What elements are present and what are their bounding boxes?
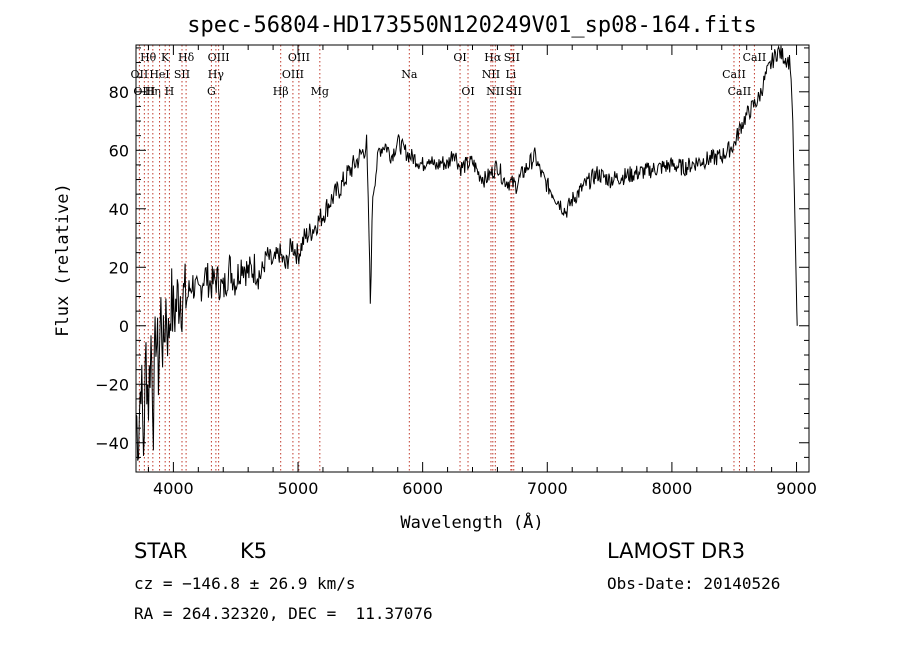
x-axis-ticks: 4000 5000 6000 7000 8000 9000 <box>147 45 817 498</box>
x-tick-label: 7000 <box>527 479 568 498</box>
spectral-line-label: Mg <box>311 85 329 98</box>
spectral-line-label: NII <box>482 68 500 81</box>
y-tick-label: −40 <box>95 434 129 453</box>
spectral-line-label: Hδ <box>178 51 195 64</box>
redshift-cz: cz = −146.8 ± 26.9 km/s <box>134 574 356 593</box>
spectral-line-label: Na <box>401 68 418 81</box>
spectral-line-label: Hγ <box>208 68 225 81</box>
survey-name: LAMOST DR3 <box>607 539 746 563</box>
spectral-line-label: OIII <box>282 68 304 81</box>
x-tick-label: 6000 <box>402 479 443 498</box>
y-tick-label: −20 <box>95 375 129 394</box>
x-tick-label: 8000 <box>652 479 693 498</box>
spectral-line-label: SII <box>506 85 522 98</box>
plot-frame <box>135 44 810 473</box>
x-axis-label: Wavelength (Å) <box>400 511 543 533</box>
y-tick-label: 40 <box>109 200 129 219</box>
y-axis-label: Flux (relative) <box>53 183 73 337</box>
spectral-line-label: OII <box>131 68 149 81</box>
spectral-line-label: K <box>161 51 170 64</box>
x-tick-label: 9000 <box>776 479 817 498</box>
object-subclass: K5 <box>240 539 268 563</box>
y-axis-ticks: −40 −20 0 20 40 60 80 <box>95 47 809 458</box>
spectral-line-label: G <box>207 85 216 98</box>
spectral-line-label: Hα <box>484 51 502 64</box>
spectral-line-label: SII <box>504 51 520 64</box>
spectral-line-label: OIII <box>288 51 310 64</box>
spectral-line-label: OI <box>461 85 474 98</box>
spectral-line-label: SII <box>174 68 190 81</box>
spectral-line-label: CaII <box>728 85 752 98</box>
obs-date: Obs-Date: 20140526 <box>607 574 781 593</box>
y-tick-label: 0 <box>119 317 129 336</box>
object-class: STAR <box>134 539 188 563</box>
y-tick-label: 20 <box>109 258 129 277</box>
spectral-line-label: H <box>165 85 175 98</box>
spectral-line-label: Hβ <box>273 85 289 98</box>
spectral-line-label: CaII <box>743 51 767 64</box>
x-tick-label: 4000 <box>153 479 194 498</box>
spectrum-flux-line <box>135 44 798 461</box>
spectral-line-label: OI <box>453 51 466 64</box>
coordinates: RA = 264.32320, DEC = 11.37076 <box>134 604 433 623</box>
spectral-line-label: NII <box>486 85 504 98</box>
spectral-line-label: Hθ <box>140 51 157 64</box>
x-tick-label: 5000 <box>278 479 319 498</box>
spectral-line-label: Hη <box>145 85 161 98</box>
spectral-line-label: Li <box>505 68 516 81</box>
spectral-line-label: CaII <box>722 68 746 81</box>
spectral-line-label: HeI <box>149 68 169 81</box>
chart-title: spec-56804-HD173550N120249V01_sp08-164.f… <box>187 13 757 38</box>
spectral-line-label: OIII <box>208 51 230 64</box>
y-tick-label: 60 <box>109 141 129 160</box>
y-tick-label: 80 <box>109 83 129 102</box>
spectrum-layer <box>135 44 798 461</box>
